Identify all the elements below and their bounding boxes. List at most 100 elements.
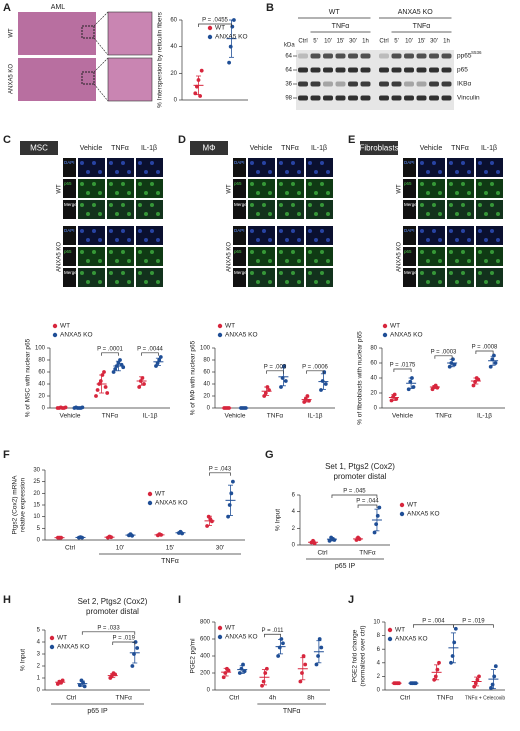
blot-group: WT: [329, 9, 341, 16]
if-image: [107, 200, 134, 219]
if-cell: [326, 259, 330, 263]
if-cell: [455, 170, 459, 174]
p-value: P = .045: [343, 489, 366, 495]
if-cell: [121, 182, 125, 186]
if-cell: [285, 238, 289, 242]
if-image: [107, 158, 134, 177]
if-cell: [285, 191, 289, 195]
if-cell: [98, 191, 102, 195]
if-cell: [314, 238, 318, 242]
if-cell: [279, 250, 283, 254]
if-cell: [285, 170, 289, 174]
blot-band: [310, 81, 321, 87]
legend-label: ANXA5 KO: [155, 500, 188, 507]
if-cell: [98, 259, 102, 263]
p-value: P = .004: [422, 618, 445, 624]
if-cell: [268, 238, 272, 242]
data-point: [323, 382, 328, 386]
x-tick-label: TNFα: [102, 413, 119, 420]
if-cell: [426, 170, 430, 174]
blot-lane: 30': [430, 39, 438, 45]
if-cell: [438, 280, 442, 284]
if-cell: [426, 212, 430, 216]
blot-band: [348, 81, 358, 87]
x-tick-label: TNFα: [267, 413, 284, 420]
if-cell: [92, 161, 96, 165]
if-image: [418, 158, 445, 177]
significance-bracket: [101, 352, 119, 356]
if-cell: [144, 191, 148, 195]
if-cell: [150, 203, 154, 207]
if-cell: [138, 271, 142, 275]
data-point: [452, 362, 457, 367]
blot-lane: 15': [337, 39, 345, 45]
if-image: [248, 268, 275, 287]
if-cell: [420, 203, 424, 207]
if-cell: [156, 191, 160, 195]
if-cell: [420, 250, 424, 254]
blot-band: [348, 67, 358, 73]
if-cell: [297, 191, 301, 195]
if-cell: [496, 259, 500, 263]
significance-bracket: [209, 472, 231, 476]
if-image: [306, 247, 333, 266]
data-point: [105, 391, 110, 395]
data-point: [319, 645, 324, 650]
blot-band: [416, 53, 427, 59]
if-cell: [467, 238, 471, 242]
if-image: [418, 200, 445, 219]
y-tick-label: 60: [170, 18, 177, 24]
y-tick-label: 80: [370, 346, 377, 352]
data-point: [205, 524, 210, 528]
if-cell: [308, 271, 312, 275]
if-column: Vehicle: [250, 145, 273, 152]
if-cell: [449, 271, 453, 275]
blot-band: [391, 81, 402, 87]
significance-bracket: [264, 633, 281, 638]
if-image: [136, 200, 163, 219]
if-channel-box: [233, 226, 246, 245]
if-cell: [127, 238, 131, 242]
if-cell: [138, 182, 142, 186]
if-channel-box: [403, 268, 416, 287]
if-cell: [484, 280, 488, 284]
if-channel-box: [403, 200, 416, 219]
if-image: [476, 268, 503, 287]
data-point: [320, 379, 325, 383]
if-image: [447, 247, 474, 266]
if-cell: [314, 259, 318, 263]
x-tick-label: TNFα + Celecoxib: [465, 695, 505, 701]
if-cell: [80, 161, 84, 165]
if-image: [476, 226, 503, 245]
if-cell: [461, 161, 465, 165]
data-point: [316, 654, 320, 658]
if-image: [277, 158, 304, 177]
if-cell: [438, 238, 442, 242]
if-channel: Merge: [234, 202, 247, 207]
if-cell: [121, 250, 125, 254]
x-tick-label: IL-1β: [477, 413, 492, 420]
data-point: [199, 68, 204, 73]
if-cell: [308, 161, 312, 165]
if-cell: [461, 182, 465, 186]
if-image: [277, 200, 304, 219]
if-cell: [156, 170, 160, 174]
if-cell: [426, 191, 430, 195]
data-point: [298, 679, 303, 684]
legend-label: ANXA5 KO: [407, 511, 440, 518]
data-point: [476, 377, 481, 382]
y-axis-label: (normalized over ctrl): [360, 625, 367, 686]
if-cell: [279, 203, 283, 207]
p-value: P = .043: [209, 466, 232, 472]
legend-marker: [399, 502, 405, 508]
blot-band: [404, 95, 414, 101]
if-cell: [268, 259, 272, 263]
data-point: [492, 674, 497, 679]
if-cell: [138, 250, 142, 254]
panel-letter: D: [178, 134, 186, 146]
if-cell: [256, 212, 260, 216]
if-cell: [86, 191, 90, 195]
blot-lane: Ctrl: [379, 39, 388, 45]
blot-band: [391, 95, 402, 101]
